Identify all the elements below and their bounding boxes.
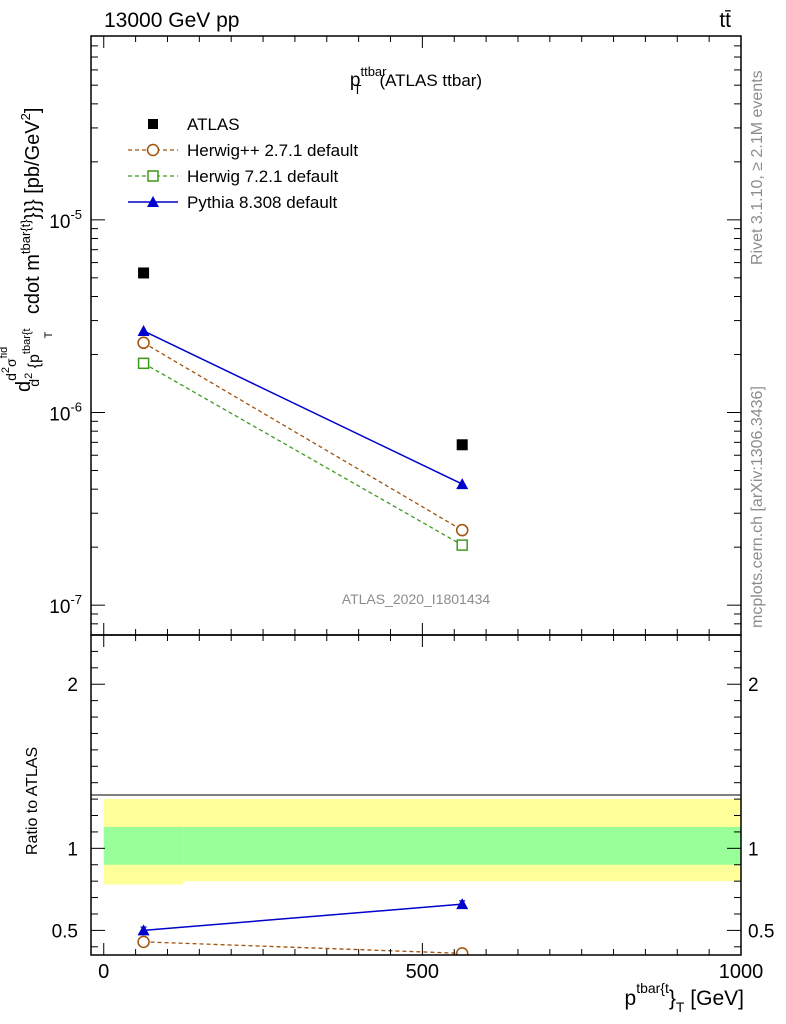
legend-entry-herwig7: Herwig 7.2.1 default [128,167,338,186]
ratio-frame [90,634,742,956]
main-data [137,267,469,551]
legend-marker-herwig-pp [146,143,160,157]
ratio-x-ticks [103,635,742,955]
main-y-ticks: 10-7 10-6 10-5 [49,35,741,636]
legend-entry-pythia: Pythia 8.308 default [128,193,338,212]
data-point [456,539,468,551]
legend-entry-atlas: ATLAS [148,115,240,134]
data-point [137,324,150,336]
ratio-point [137,924,150,936]
ratio-series-group [137,898,469,955]
process-label: tt̄ [719,9,731,32]
y-tick-label: 0.5 [52,921,78,942]
ratio-point [456,898,469,910]
y-tick-label: 10-7 [49,592,82,618]
rivet-label: Rivet 3.1.10, ≥ 2.1M events [749,70,766,265]
y-tick-label: 1 [67,839,78,860]
energy-label: 13000 GeV pp [104,9,239,32]
uncertainty-band-inner [183,827,741,865]
main-x-ticks [103,36,742,635]
x-tick-label: 500 [406,961,439,983]
data-point [455,523,469,537]
legend-marker-atlas [148,119,158,129]
legend-label-herwig-pp: Herwig++ 2.7.1 default [187,141,358,160]
x-tick-labels: 0 500 1000 [98,961,763,983]
y-tick-label: 2 [748,675,759,696]
legend: ATLAS Herwig++ 2.7.1 default Herwig 7.2.… [128,115,358,212]
ratio-point [137,935,150,949]
main-panel: 10-7 10-6 10-5 pttbar T (ATLAS ttbar) ATLAS_… [0,35,742,636]
legend-marker-pythia [147,196,159,207]
main-title: pttbar T (ATLAS ttbar) [350,64,482,97]
mcplots-label: mcplots.cern.ch [arXiv:1306.3436] [749,386,766,628]
y-tick-label: 10-5 [49,207,82,233]
uncertainty-band-inner [103,827,184,865]
x-axis-label: ptbar{t}T [GeV] [625,980,745,1015]
ratio-bands [103,799,741,885]
y-tick-label: 2 [67,675,78,696]
legend-marker-herwig7 [147,170,159,182]
data-point [138,267,150,279]
watermark: ATLAS_2020_I1801434 [342,591,491,607]
ratio-panel: 0.5 0.5 1 1 2 2 Ratio to ATLAS [24,634,774,956]
main-y-axis-label: dd2σfidd2 {ptbar{t T cdot mtbar{t}}}} [pb… [0,108,55,392]
legend-label-atlas: ATLAS [187,115,240,134]
y-tick-label: 1 [748,839,759,860]
data-point [456,478,469,490]
ratio-point [455,947,469,955]
ratio-series-line [143,903,463,932]
y-tick-label: 10-6 [49,399,82,425]
x-tick-label: 1000 [719,961,764,983]
legend-label-herwig7: Herwig 7.2.1 default [187,167,338,186]
y-tick-label: 0.5 [748,921,774,942]
data-point [137,336,150,350]
legend-entry-herwig-pp: Herwig++ 2.7.1 default [128,141,358,160]
ratio-y-ticks: 0.5 0.5 1 1 2 2 [52,650,774,948]
ratio-data [137,898,469,955]
ratio-series-line [143,941,463,955]
series-line [143,330,463,485]
series-line [143,362,463,546]
series-line [143,342,463,531]
x-tick-label: 0 [98,961,109,983]
data-point [137,357,150,370]
ratio-y-axis-label: Ratio to ATLAS [24,747,41,855]
legend-label-pythia: Pythia 8.308 default [187,193,338,212]
data-point [456,439,468,451]
